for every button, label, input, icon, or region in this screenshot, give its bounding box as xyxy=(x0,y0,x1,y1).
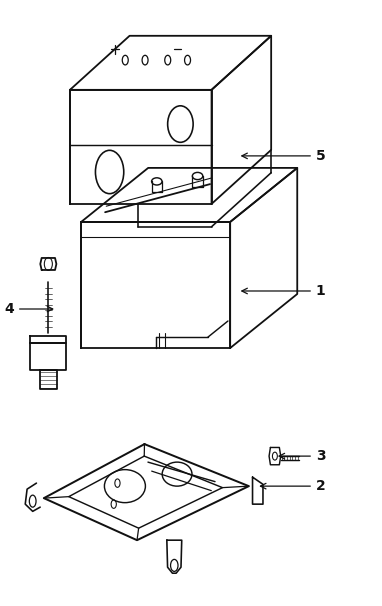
Text: 2: 2 xyxy=(261,479,325,493)
Text: 5: 5 xyxy=(242,149,325,163)
Text: 1: 1 xyxy=(242,284,325,298)
Text: 4: 4 xyxy=(4,302,53,316)
Text: 3: 3 xyxy=(279,449,325,463)
